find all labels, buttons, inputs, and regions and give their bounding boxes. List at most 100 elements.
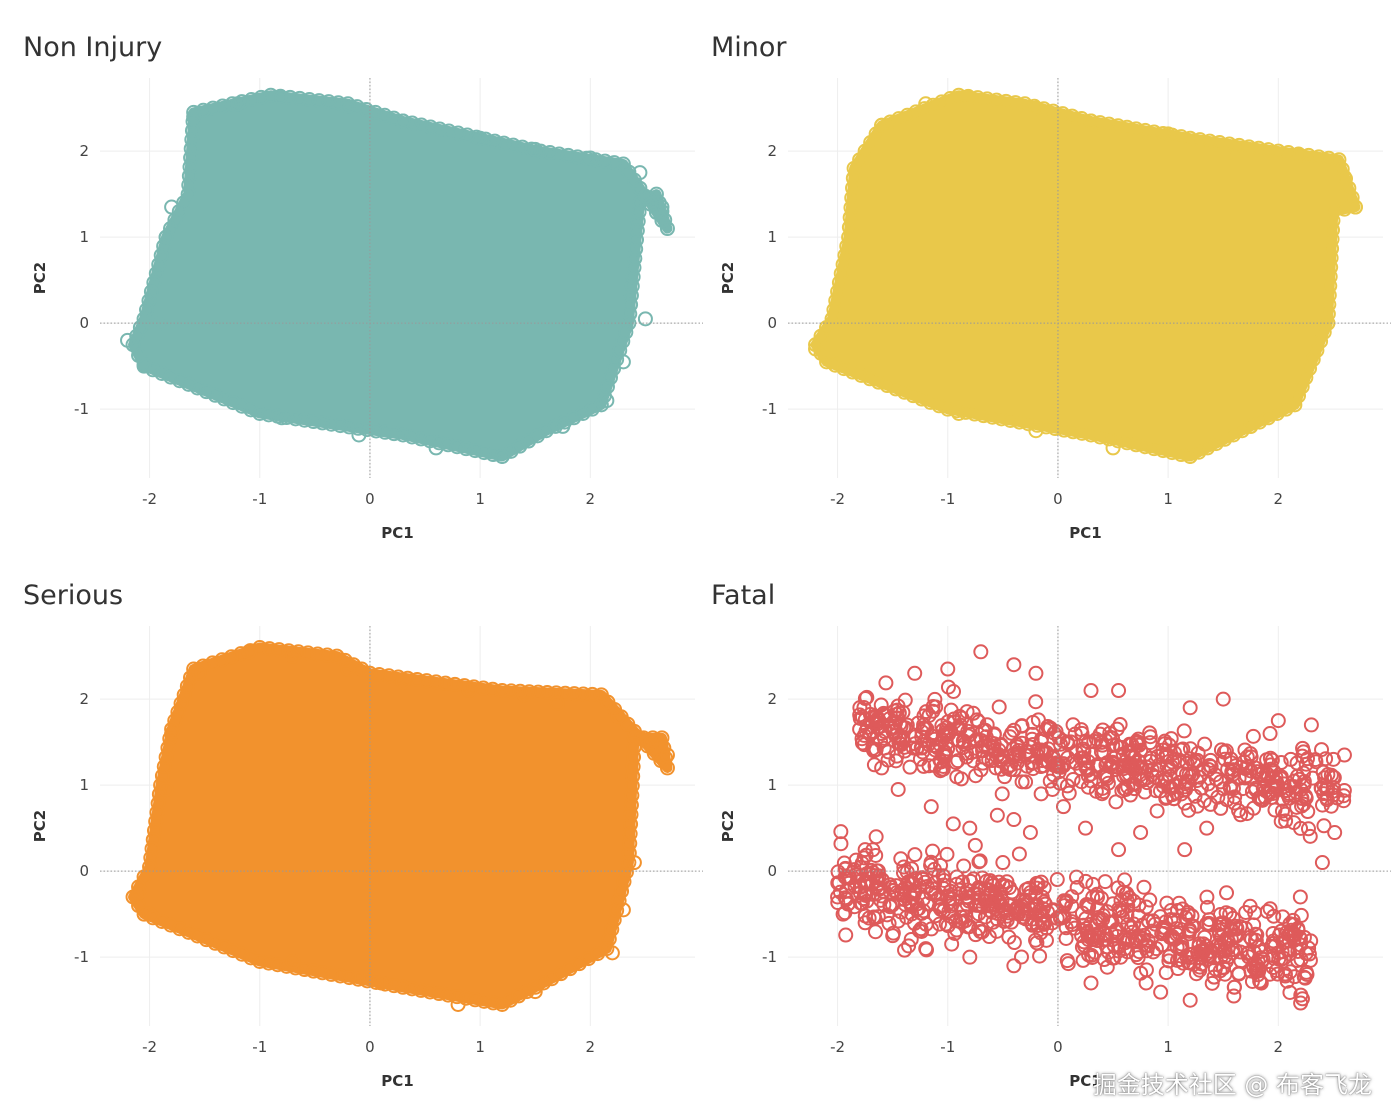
data-point xyxy=(852,721,868,737)
data-point xyxy=(960,728,976,744)
data-point xyxy=(630,213,646,229)
data-point xyxy=(1058,930,1074,946)
data-point xyxy=(615,902,631,918)
data-point xyxy=(931,398,947,414)
data-point xyxy=(1013,949,1029,965)
data-point xyxy=(972,924,988,940)
data-point xyxy=(944,936,960,952)
data-point xyxy=(146,823,162,839)
data-point xyxy=(637,311,653,327)
data-point xyxy=(998,902,1014,918)
data-point xyxy=(305,414,321,430)
data-point xyxy=(1274,803,1290,819)
data-point xyxy=(1218,905,1234,921)
data-point xyxy=(395,979,411,995)
data-point xyxy=(1316,786,1332,802)
data-point xyxy=(120,332,136,348)
data-point xyxy=(839,238,855,254)
data-point xyxy=(1163,731,1179,747)
data-point xyxy=(845,170,861,186)
data-point xyxy=(838,927,854,943)
data-point xyxy=(505,137,521,153)
data-point xyxy=(899,107,915,123)
data-point xyxy=(1246,944,1262,960)
data-point xyxy=(400,670,416,686)
data-point xyxy=(615,156,631,172)
data-point xyxy=(1056,893,1072,909)
data-point xyxy=(1298,790,1314,806)
data-point xyxy=(450,125,466,141)
data-point xyxy=(1316,818,1332,834)
data-point xyxy=(1083,427,1099,443)
data-point xyxy=(467,992,483,1008)
data-point xyxy=(1229,928,1245,944)
data-point xyxy=(1044,781,1060,797)
data-point xyxy=(882,114,898,130)
data-point xyxy=(234,946,250,962)
data-point xyxy=(1143,753,1159,769)
data-point xyxy=(1111,943,1127,959)
data-point xyxy=(1199,440,1215,456)
data-point xyxy=(989,92,1005,108)
data-point xyxy=(530,684,546,700)
data-point xyxy=(242,643,258,659)
data-point xyxy=(1305,351,1321,367)
x-axis-label: PC1 xyxy=(381,1072,413,1090)
data-point xyxy=(1216,744,1232,760)
data-point xyxy=(341,970,357,986)
data-point xyxy=(1300,821,1316,837)
data-point xyxy=(1131,737,1147,753)
data-point xyxy=(186,109,202,125)
data-point xyxy=(1202,948,1218,964)
data-point xyxy=(1252,973,1268,989)
data-point xyxy=(1243,418,1259,434)
data-point xyxy=(478,131,494,147)
data-point xyxy=(1055,799,1071,815)
data-point xyxy=(995,855,1011,871)
data-point xyxy=(618,324,634,340)
data-point xyxy=(1137,122,1153,138)
x-tick-label: -2 xyxy=(142,1038,157,1056)
data-point xyxy=(1239,806,1255,822)
data-point xyxy=(951,87,967,103)
y-tick-label: 0 xyxy=(79,862,89,880)
data-point xyxy=(1202,133,1218,149)
data-point xyxy=(597,153,613,169)
data-point xyxy=(1024,731,1040,747)
x-tick-label: -1 xyxy=(252,1038,267,1056)
data-point xyxy=(1277,783,1293,799)
data-point xyxy=(1287,397,1303,413)
data-point xyxy=(1025,761,1041,777)
data-point xyxy=(461,683,477,699)
data-point xyxy=(1217,751,1233,767)
data-point xyxy=(547,418,563,434)
data-point xyxy=(1119,119,1135,135)
data-point xyxy=(549,695,565,711)
data-point xyxy=(835,256,851,272)
data-point xyxy=(914,391,930,407)
data-point xyxy=(1281,926,1297,942)
data-point xyxy=(1222,780,1238,796)
data-point xyxy=(1262,901,1278,917)
data-point xyxy=(853,367,869,383)
data-point xyxy=(184,132,200,148)
data-point xyxy=(1336,788,1352,804)
data-point xyxy=(986,726,1002,742)
data-point xyxy=(252,953,268,969)
data-point xyxy=(1257,789,1273,805)
x-tick-label: 1 xyxy=(475,490,485,508)
data-point xyxy=(1225,427,1241,443)
data-point xyxy=(377,107,393,123)
data-point xyxy=(848,852,864,868)
data-point xyxy=(1064,898,1080,914)
data-point xyxy=(1036,101,1052,117)
data-point xyxy=(1088,731,1104,747)
data-point xyxy=(939,846,955,862)
data-point xyxy=(970,90,986,106)
point-cloud xyxy=(128,90,673,462)
data-point xyxy=(582,150,598,166)
y-tick-label: 0 xyxy=(767,314,777,332)
data-point xyxy=(1206,969,1222,985)
data-point xyxy=(625,759,641,775)
data-point xyxy=(340,661,356,677)
